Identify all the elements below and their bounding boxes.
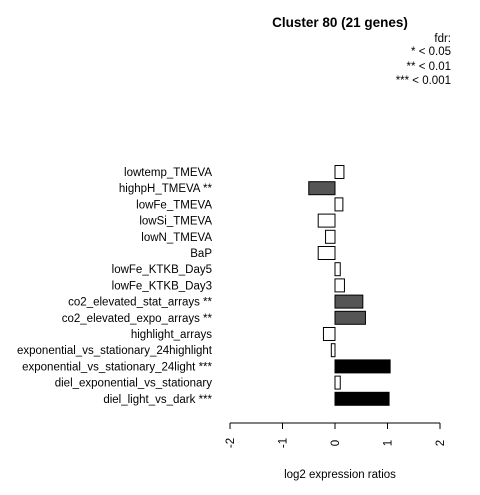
- chart-title: Cluster 80 (21 genes): [272, 15, 408, 30]
- bar-6: [317, 246, 336, 260]
- category-label-4: lowSi_TMEVA: [139, 216, 212, 228]
- legend-entry-2: ** < 0.01: [407, 61, 451, 73]
- x-tick-label-3: 0: [330, 440, 342, 446]
- category-label-15: diel_light_vs_dark ***: [103, 394, 212, 406]
- bar-8: [334, 278, 345, 293]
- legend-entry-1: * < 0.05: [411, 46, 451, 58]
- category-label-2: highpH_TMEVA **: [119, 183, 213, 195]
- bar-5: [325, 229, 336, 244]
- category-label-14: diel_exponential_vs_stationary: [55, 378, 213, 390]
- category-label-6: BaP: [190, 248, 212, 260]
- bar-14: [334, 375, 341, 390]
- category-label-3: lowFe_TMEVA: [136, 199, 212, 211]
- bar-11: [322, 327, 336, 341]
- x-tick-label-2: -1: [278, 438, 290, 448]
- legend-title: fdr:: [434, 33, 451, 45]
- category-label-11: highlight_arrays: [131, 329, 212, 341]
- category-label-7: lowFe_KTKB_Day5: [112, 264, 212, 276]
- category-label-9: co2_elevated_stat_arrays **: [68, 297, 212, 309]
- bars-group: [308, 165, 391, 406]
- bar-1: [334, 165, 345, 179]
- bar-3: [334, 197, 344, 212]
- bar-2: [308, 181, 336, 196]
- category-label-13: exponential_vs_stationary_24light ***: [22, 361, 212, 373]
- bar-10: [334, 310, 366, 325]
- bar-9: [334, 294, 364, 309]
- category-label-5: lowN_TMEVA: [141, 232, 212, 244]
- bar-13: [334, 359, 391, 374]
- category-label-12: exponential_vs_stationary_24highlight: [17, 345, 213, 357]
- x-axis: -2 -1 0 1 2: [225, 422, 447, 448]
- category-labels-group: lowtemp_TMEVA highpH_TMEVA ** lowFe_TMEVAl…: [17, 167, 213, 406]
- legend-entry-3: *** < 0.001: [396, 75, 451, 87]
- x-tick-label-4: 1: [383, 440, 395, 446]
- x-tick-label-5: 2: [435, 440, 447, 446]
- bar-7: [334, 262, 341, 277]
- category-label-1: lowtemp_TMEVA: [124, 167, 212, 179]
- bar-4: [317, 213, 336, 228]
- bar-15: [334, 391, 390, 406]
- bar-12: [330, 343, 336, 358]
- x-tick-label-1: -2: [225, 438, 237, 448]
- category-label-10: co2_elevated_expo_arrays **: [62, 313, 213, 325]
- category-label-8: lowFe_KTKB_Day3: [112, 280, 212, 292]
- x-axis-label: log2 expression ratios: [284, 469, 396, 481]
